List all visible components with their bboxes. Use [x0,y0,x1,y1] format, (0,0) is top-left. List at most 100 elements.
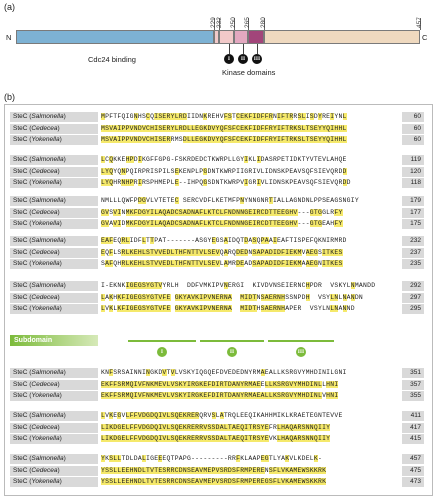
species-label: SteC (Salmonella) [10,281,98,291]
kinase-subdomain-i-badge: I [224,54,234,64]
alignment-row: SteC (Yokenella) SAFQHRLKEHLSTVVEDLTHFNTT… [0,259,436,269]
kinase-subdomain-ii-badge: II [238,54,248,64]
sequence-text: MPFTFQIGNHSCQISERYLRDIIDNKREHVFSTCEKFIDF… [101,113,347,120]
residue-end-number: 175 [402,219,424,229]
residue-end-number: 177 [402,207,424,218]
subdomain-iii-badge: III [296,347,306,357]
tick-232 [219,18,220,30]
sequence-text: LVKLKFIGEGSYGTVFE GKYAVKIPVNERNA MIDTHSA… [101,305,355,312]
subdomain-ii-badge: II [227,347,237,357]
sequence-text: SAFQHRLKEHLSTVVEDLTHFNTTVLSEVLAMRDEADSAP… [101,260,343,267]
kinase-subdomain-iii-badge: III [252,54,262,64]
alignment-row: SteC (Cedecea) EQFLSRLKEHLSTVVEDLTHFNTTVL… [0,247,436,258]
cdc24-binding-domain [16,30,214,44]
position-232: 232 [216,17,223,28]
residue-end-number: 295 [402,304,424,314]
residue-end-number: 120 [402,166,424,177]
alignment-row: SteC (Salmonella) NMLLLQWFPDGVLVTETEC SER… [0,196,436,206]
species-label: SteC (Yokenella) [10,434,98,444]
n-terminus: N [6,33,12,42]
species-label: SteC (Yokenella) [10,178,98,188]
species-label: SteC (Yokenella) [10,219,98,229]
residue-end-number: 60 [402,135,424,145]
species-label: SteC (Cedecea) [10,422,98,433]
alignment-row: SteC (Salmonella) YKSLLTDLDALIGEEEQTPAPG-… [0,454,436,464]
kinase-segment-2 [234,30,248,44]
alignment-row: SteC (Cedecea) GVSVINMKFDGYILAQADCSADNAFL… [0,207,436,218]
sequence-text: NMLLLQWFPDGVLVTETEC SERCVDFLKETMFPNYNNGN… [101,197,359,204]
kinase-segment-1 [219,30,234,44]
species-label: SteC (Salmonella) [10,155,98,165]
species-label: SteC (Salmonella) [10,112,98,122]
alignment-row: SteC (Yokenella) LIKDGELFFVDGDQIVLSQEKRER… [0,434,436,444]
alignment-row: SteC (Yokenella) MSVAIPPVNDVCHISERRMSDLLE… [0,135,436,145]
species-label: SteC (Salmonella) [10,368,98,378]
alignment-row: SteC (Salmonella) LVKEGVLFFVDGDQIVLSQEKRE… [0,411,436,421]
sequence-text: LYQHRNHPRIRSPHMEPLE--IHPQGSDNTKWRPVIGRIV… [101,179,351,186]
residue-end-number: 235 [402,259,424,269]
residue-end-number: 475 [402,465,424,476]
position-457: 457 [416,17,423,28]
alignment-row: SteC (Salmonella) EAFEQRLIDFLTTPAT-------… [0,236,436,246]
subdomain-ii-bar [200,340,264,342]
pointer-ii [243,44,244,54]
position-265: 265 [244,17,251,28]
alignment-row: SteC (Salmonella) LCQKKEHPDIKGFFGPG-FSKRD… [0,155,436,165]
residue-end-number: 237 [402,247,424,258]
residue-end-number: 179 [402,196,424,206]
sequence-text: KNFSRSAINNINGKDVTVLVSKYIQGQEFDVEDEDNYRMA… [101,369,347,376]
pointer-iii [257,44,258,54]
residue-end-number: 417 [402,422,424,433]
sequence-text: LAKHKFIGEGSYGTVFE GKYAVKIPVNERNA MIDTNSA… [101,293,363,301]
residue-end-number: 411 [402,411,424,421]
sequence-text: EAFEQRLIDFLTTPAT-------ASGYEGSAIDQTDASQP… [101,237,347,244]
sequence-text: EKFFSRMQIVFNKMEVLVSKYIRGKEFDIRTDANYRMAEE… [101,380,339,388]
residue-end-number: 473 [402,477,424,487]
alignment-row: SteC (Cedecea) YSSLLEEHNDLTVTESRRCDNSEAVM… [0,465,436,476]
c-terminal-tail [264,30,420,44]
subdomain-iii-bar [268,340,334,342]
c-terminus: C [422,33,428,42]
alignment-row: SteC (Yokenella) YSSLLEEHNDLTVTESRRCDNSEA… [0,477,436,487]
tick-457 [420,18,421,30]
pointer-i [229,44,230,54]
sequence-text: YSSLLEEHNDLTVTESRRCDNSEAVMEPVSRDSFRMPERE… [101,478,327,485]
residue-end-number: 292 [402,281,424,291]
kinase-segment-3 [248,30,264,44]
sequence-text: YKSLLTDLDALIGEEEQTPAPG---------RRFKLAAPE… [101,455,323,462]
species-label: SteC (Salmonella) [10,196,98,206]
residue-end-number: 119 [402,155,424,165]
alignment-row: SteC (Salmonella) I-EKNKIGEGSYGTVYRLH DDF… [0,281,436,291]
species-label: SteC (Yokenella) [10,304,98,314]
tick-265 [248,18,249,30]
alignment-row: SteC (Yokenella) LYQHRNHPRIRSPHMEPLE--IHP… [0,178,436,188]
sequence-text: YSSLLEEHNDLTVTESRRCDNSEAVMEPVSRDSFRMPERE… [101,466,327,474]
species-label: SteC (Yokenella) [10,477,98,487]
alignment-row: SteC (Yokenella) EKFFSRMQIVFNKMEVLVSKYIRG… [0,391,436,401]
species-label: SteC (Salmonella) [10,236,98,246]
sequence-text: EQFLSRLKEHLSTVVEDLTHFNTTVLSEVQARQDEDNSAP… [101,248,343,256]
alignment-row: SteC (Cedecea) EKFFSRMQIVFNKMEVLVSKYIRGKE… [0,379,436,390]
subdomain-i-bar [128,340,196,342]
residue-end-number: 357 [402,379,424,390]
sequence-text: LCQKKEHPDIKGFFGPG-FSKRDEDCTKWRPLLGYIKLID… [101,156,347,163]
sequence-text: LIKDGELFFVDGDQIVLSQEKRERRVSSDALTAEQITRSY… [101,423,331,431]
species-label: SteC (Cedecea) [10,207,98,218]
alignment-row: SteC (Yokenella) GVAVIDMKFDGYILAQADCSADNA… [0,219,436,229]
residue-end-number: 297 [402,292,424,303]
residue-end-number: 355 [402,391,424,401]
species-label: SteC (Yokenella) [10,135,98,145]
residue-end-number: 457 [402,454,424,464]
sequence-text: LVKEGVLFFVDGDQIVLSQEKRERQRVSLATRQLEEQIKA… [101,412,343,419]
sequence-text: I-EKNKIGEGSYGTVYRLH DDFVMKIPVNERGI KIVDV… [101,282,376,289]
sequence-text: MSVAIPPVNDVCHISERRMSDLLEGKDVYQFSFCEKFIDF… [101,136,347,143]
alignment-row: SteC (Cedecea) LAKHKFIGEGSYGTVFE GKYAVKIP… [0,292,436,303]
sequence-text: GVAVIDMKFDGYILAQADCSADNAFLKTCLFNDNNGEIRC… [101,220,343,227]
residue-end-number: 118 [402,178,424,188]
residue-end-number: 351 [402,368,424,378]
species-label: SteC (Cedecea) [10,465,98,476]
subdomain-i-badge: I [157,347,167,357]
cdc24-binding-label: Cdc24 binding [88,55,136,64]
species-label: SteC (Yokenella) [10,391,98,401]
species-label: SteC (Salmonella) [10,454,98,464]
